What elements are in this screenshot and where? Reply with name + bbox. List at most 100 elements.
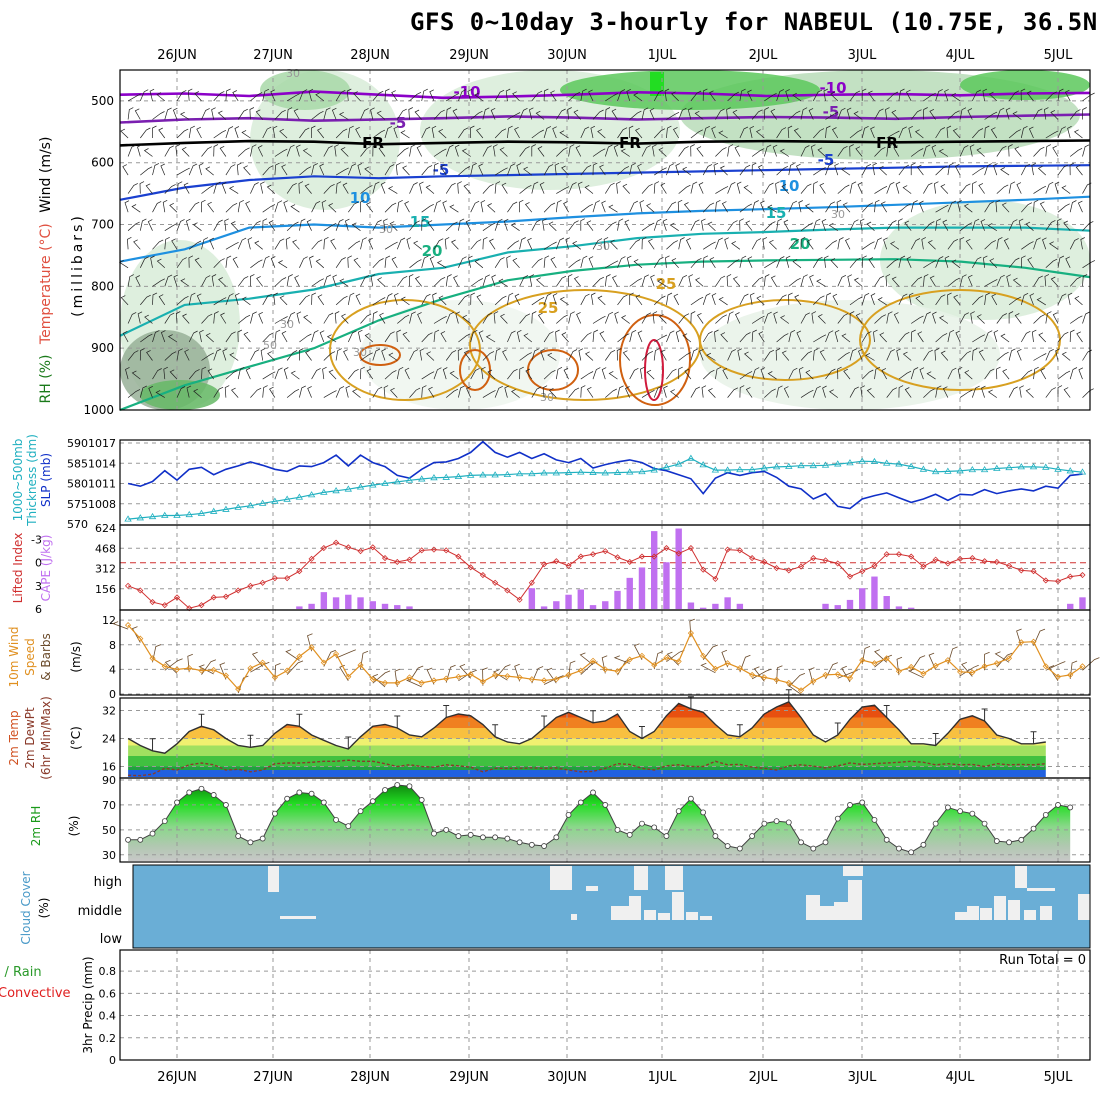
- barb-upper: [735, 312, 741, 324]
- barb-upper: [734, 145, 741, 157]
- rh-tick-50: 50: [102, 824, 116, 837]
- barb-upper: [1040, 368, 1047, 380]
- barb-upper: [531, 386, 542, 398]
- barb-upper: [409, 220, 420, 231]
- barb-upper: [347, 163, 357, 176]
- wind10m-marker-66: [932, 662, 939, 669]
- wind10m-marker-7: [210, 666, 217, 674]
- barb-upper: [250, 274, 255, 287]
- barb-upper: [788, 200, 798, 213]
- barb-upper: [874, 314, 886, 324]
- barb-upper: [886, 181, 895, 194]
- thickness-marker-52: [760, 464, 769, 471]
- barb-upper: [127, 144, 136, 157]
- thickness-marker-15: [307, 491, 316, 498]
- lifted-marker-40: [614, 554, 621, 561]
- barb-upper: [335, 128, 348, 139]
- li-tick--3: -3: [31, 534, 42, 547]
- barb-upper: [409, 311, 416, 324]
- wind10m-marker-70: [981, 663, 988, 670]
- thickness-marker-73: [1017, 463, 1025, 470]
- rh-marker-35: [553, 834, 560, 841]
- barb-upper: [137, 144, 142, 157]
- barb-upper: [335, 89, 346, 102]
- rh-ylabel-unit: (%): [67, 816, 81, 837]
- rh-marker-5: [186, 789, 193, 796]
- barb-upper: [1052, 145, 1059, 157]
- barb-upper: [355, 126, 361, 139]
- barb-upper: [947, 110, 960, 120]
- barb-upper: [893, 145, 900, 157]
- thickness-marker-50: [736, 465, 744, 473]
- barb-upper: [699, 348, 704, 361]
- barb-upper: [893, 312, 900, 324]
- barb-upper: [714, 329, 719, 343]
- barb-upper: [201, 185, 214, 194]
- barb-upper: [542, 218, 547, 231]
- contour-label-6: FR: [876, 134, 898, 152]
- thickness-marker-33: [528, 470, 536, 477]
- barb-upper: [874, 146, 886, 157]
- barb-upper: [612, 275, 618, 287]
- barb-upper: [934, 181, 939, 194]
- barb-upper: [617, 385, 624, 398]
- barb-upper: [408, 274, 414, 287]
- barb-upper: [181, 146, 190, 157]
- barb-upper: [555, 237, 565, 250]
- rh-marker-59: [847, 802, 853, 808]
- barb-upper: [776, 385, 783, 398]
- date-top-28JUN: 28JUN: [350, 48, 390, 63]
- cloud-ylabel-unit: (%): [37, 898, 51, 919]
- temp-band-8: [128, 701, 1046, 707]
- barb-10m-77: [1069, 660, 1078, 679]
- barb-upper: [543, 88, 549, 101]
- rh-marker-15: [308, 790, 315, 797]
- barb-upper: [780, 315, 790, 324]
- barb-upper: [482, 145, 492, 157]
- barb-upper: [878, 165, 887, 176]
- barb-upper: [519, 366, 524, 380]
- barb-upper: [360, 185, 373, 194]
- barb-upper: [357, 163, 363, 176]
- wind-ylabel-a: 10m Wind: [7, 627, 21, 688]
- cloud-level-middle: middle: [78, 904, 122, 919]
- thk-tick-590: 590: [67, 437, 88, 450]
- barb-upper: [335, 386, 345, 398]
- rh-marker-14: [296, 789, 303, 796]
- barb-upper: [433, 367, 442, 380]
- barb-upper: [963, 203, 973, 213]
- barb-upper: [910, 200, 918, 213]
- wind10m-marker-1: [137, 635, 144, 642]
- cape-tick-312: 312: [95, 563, 116, 576]
- barb-upper: [341, 313, 349, 324]
- barb-upper: [446, 93, 459, 102]
- rh-shade-6: [560, 70, 820, 110]
- cloud-block-21: [955, 912, 967, 920]
- barb-upper: [673, 293, 680, 306]
- barb-upper: [764, 221, 776, 231]
- barb-upper: [388, 352, 398, 361]
- barb-upper: [715, 237, 723, 250]
- barb-upper: [164, 145, 174, 157]
- temp-band-7: [128, 707, 1046, 718]
- barb-upper: [147, 219, 153, 231]
- rh-marker-2: [149, 830, 156, 837]
- barb-upper: [953, 294, 961, 306]
- barb-upper: [658, 313, 667, 324]
- lifted-marker-51: [749, 555, 756, 562]
- barb-upper: [1052, 312, 1059, 324]
- barb-10m-62: [874, 649, 887, 663]
- barb-upper: [514, 293, 520, 306]
- barb-upper: [908, 292, 914, 305]
- barb-upper: [396, 366, 404, 380]
- barb-upper: [637, 163, 643, 176]
- barb-upper: [162, 199, 168, 213]
- wind10m-marker-40: [614, 668, 621, 675]
- barb-upper: [829, 389, 839, 398]
- barb-upper: [653, 256, 664, 268]
- rh-tick-30: 30: [102, 849, 116, 862]
- barb-upper: [624, 219, 631, 231]
- barb-upper: [944, 89, 949, 102]
- barb-upper: [1008, 257, 1020, 269]
- barb-upper: [274, 109, 286, 120]
